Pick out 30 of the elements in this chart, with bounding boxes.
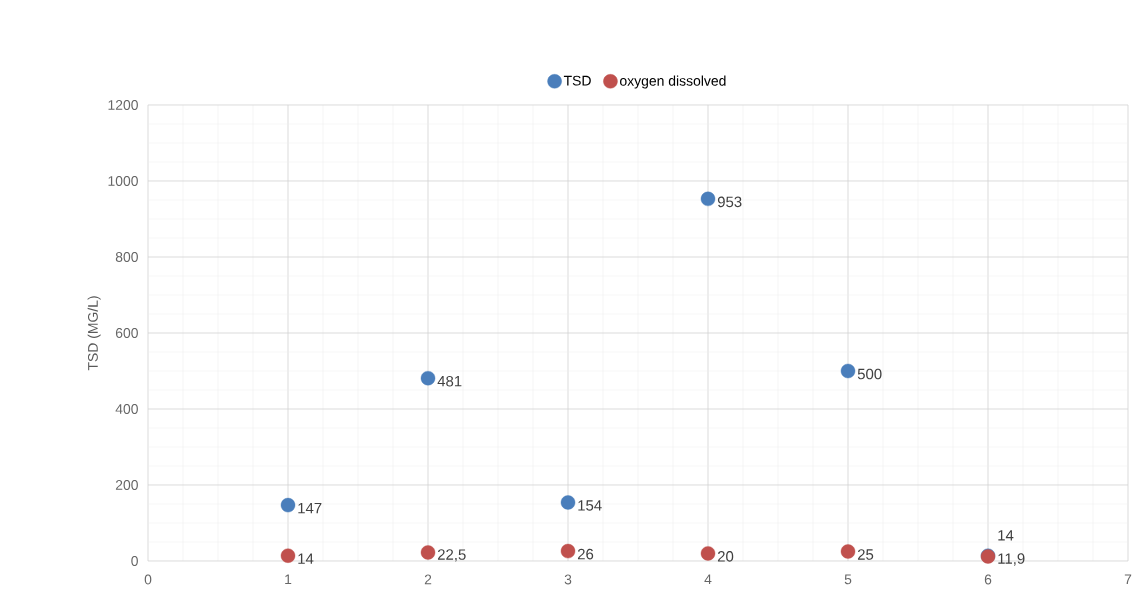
data-label: 20: [717, 551, 734, 562]
data-label: 25: [857, 549, 874, 560]
y-axis-title: TSD (MG/L): [87, 296, 101, 371]
x-tick-label: 0: [144, 574, 152, 585]
y-tick-label: 1000: [108, 176, 138, 186]
legend-label: oxygen dissolved: [620, 75, 726, 89]
data-label: 147: [298, 502, 322, 514]
x-tick-label: 2: [424, 574, 432, 585]
x-tick-label: 3: [564, 574, 572, 585]
y-tick-label: 800: [115, 252, 138, 262]
legend-label: TSD: [563, 75, 591, 86]
x-tick-label: 5: [844, 574, 852, 585]
x-tick-label: 4: [704, 574, 712, 585]
x-tick-label: 7: [1124, 574, 1132, 585]
y-tick-label: 0: [131, 556, 138, 566]
data-label: 953: [717, 196, 742, 208]
x-tick-label: 1: [285, 574, 292, 585]
data-label: 14: [298, 553, 314, 564]
y-tick-label: 400: [115, 404, 138, 414]
y-tick-label: 600: [115, 328, 138, 338]
data-label: 14: [998, 530, 1014, 541]
y-tick-label: 200: [115, 480, 138, 490]
y-tick-label: 1200: [108, 100, 138, 110]
data-label: 22,5: [437, 549, 466, 562]
data-label: 11,9: [998, 553, 1025, 566]
data-label: 481: [437, 375, 462, 387]
data-label: 500: [857, 368, 882, 380]
data-label: 154: [578, 500, 602, 511]
data-label: 26: [577, 548, 594, 560]
x-tick-label: 6: [984, 574, 992, 585]
